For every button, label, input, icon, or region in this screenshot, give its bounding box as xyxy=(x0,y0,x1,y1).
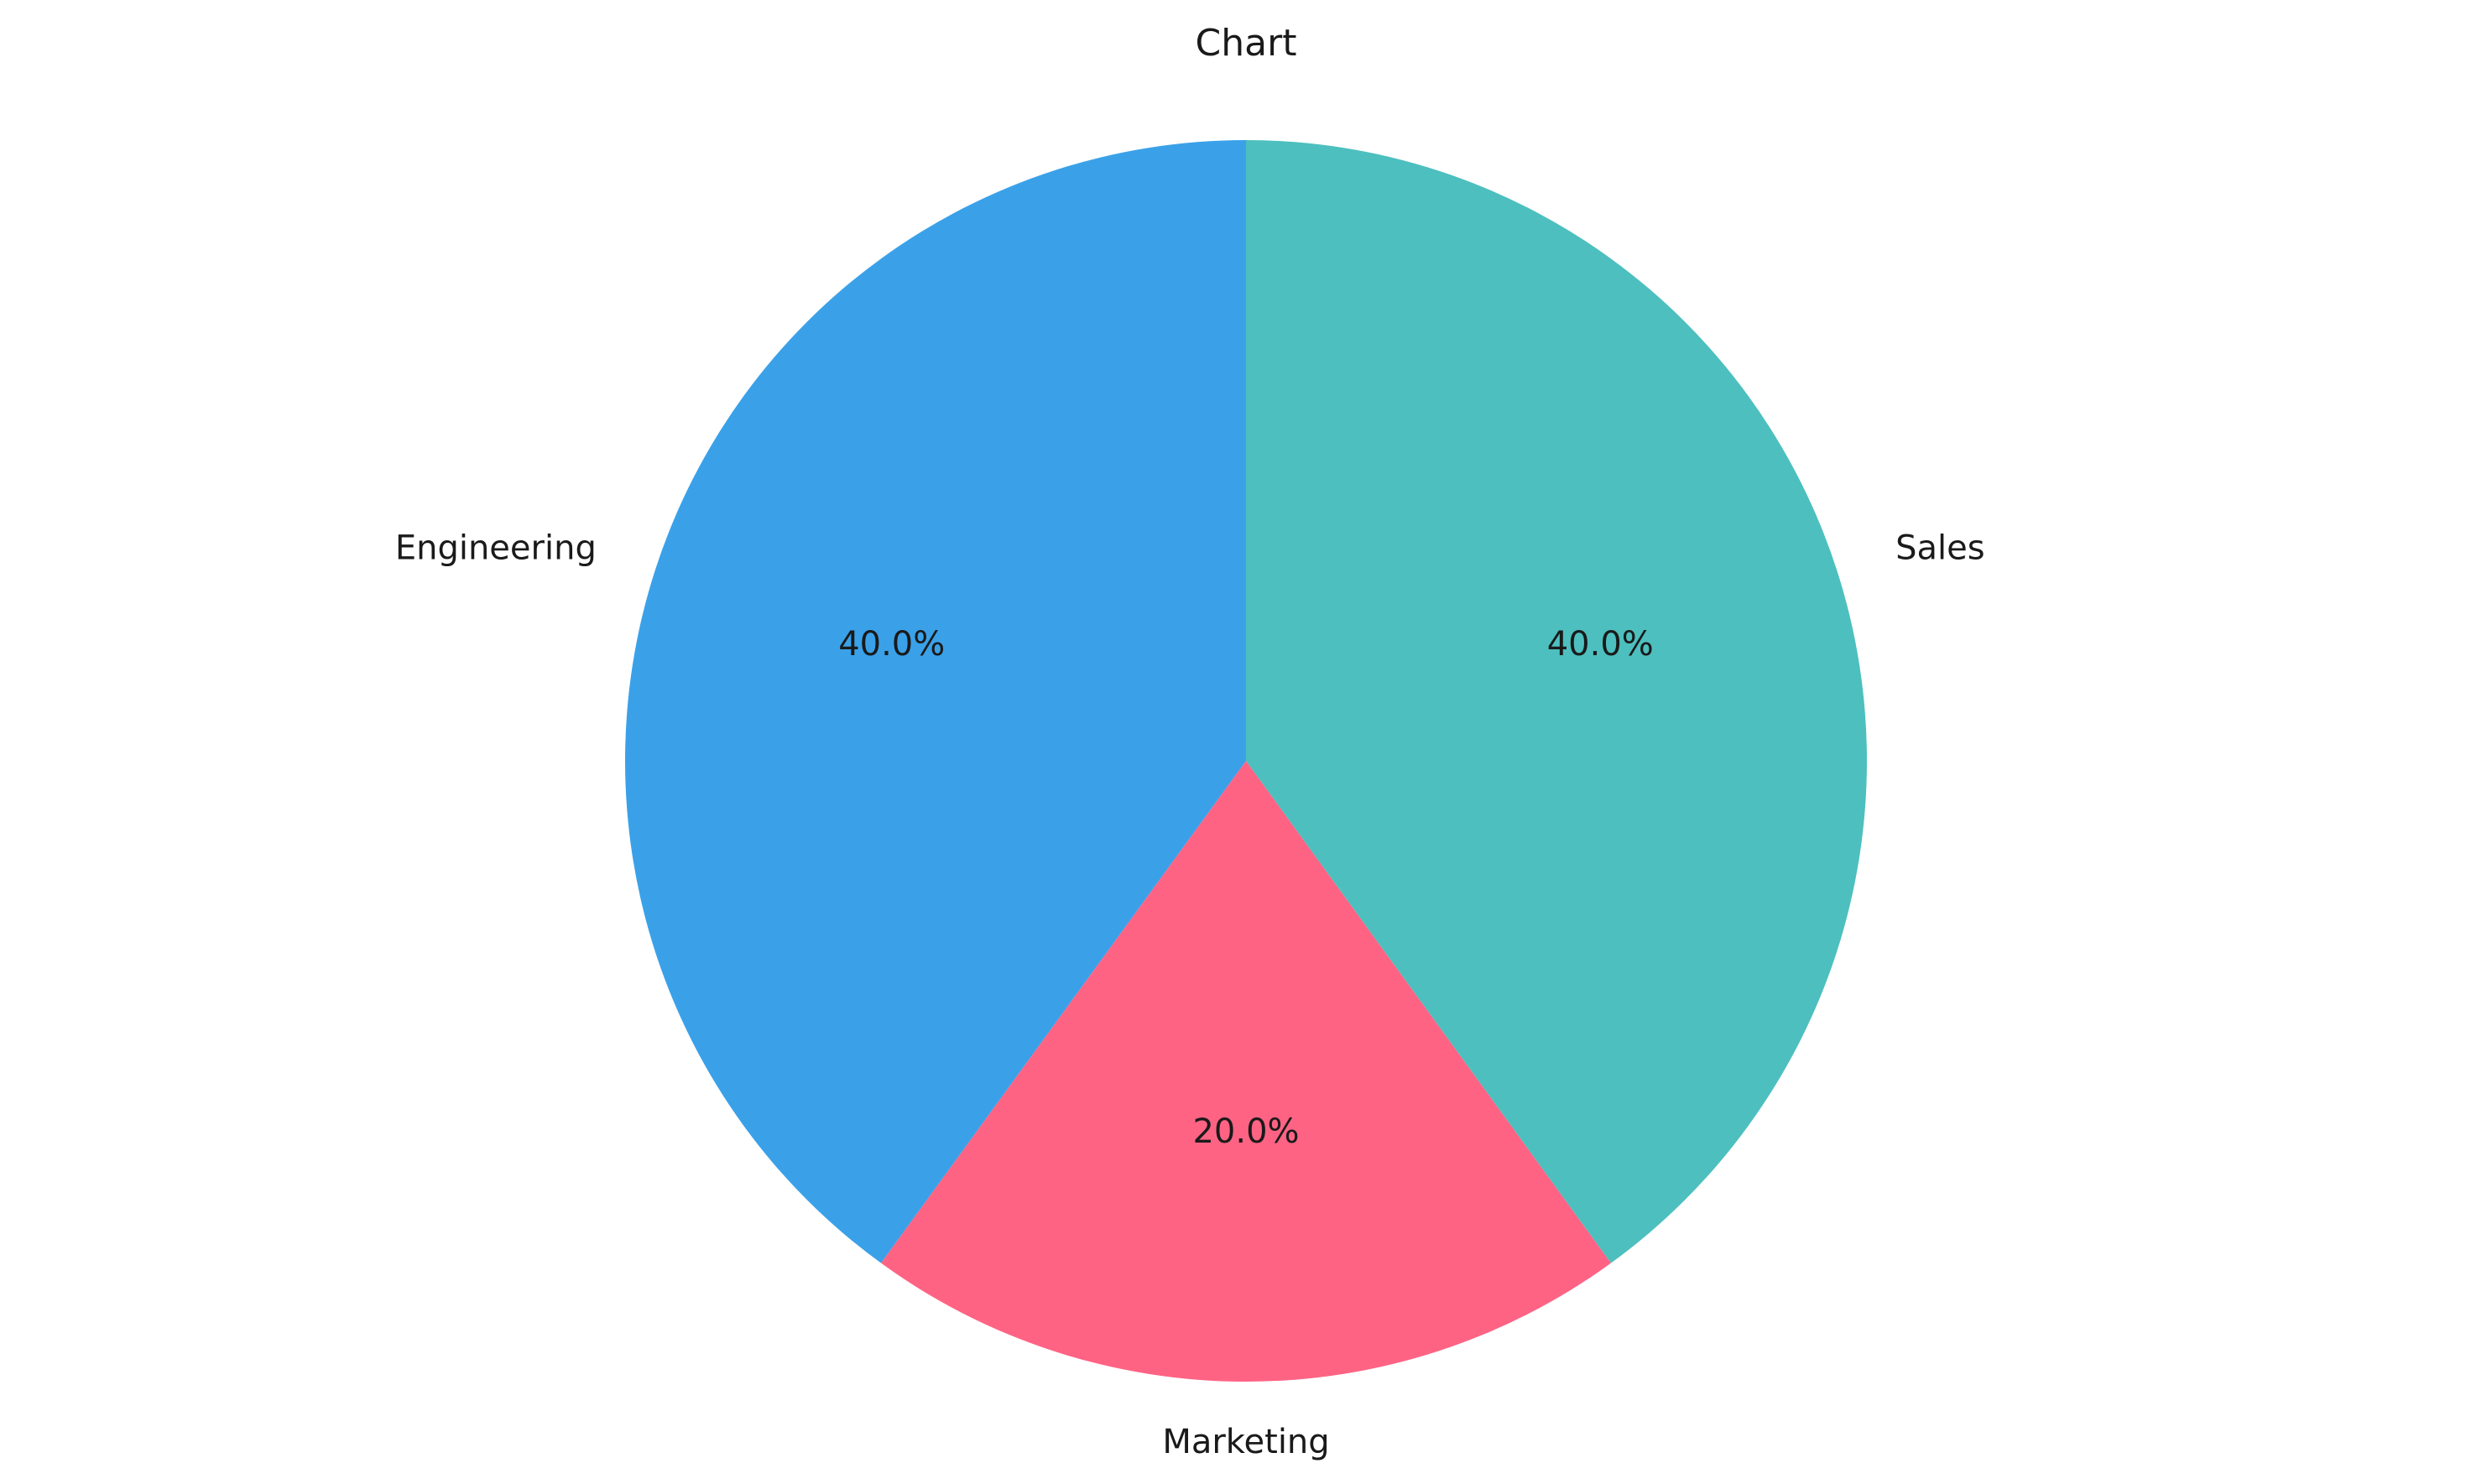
chart-title: Chart xyxy=(1196,22,1297,65)
pie-slice-sales xyxy=(1246,140,1867,1263)
pie-slices xyxy=(624,140,1867,1382)
percent-label-engineering: 40.0% xyxy=(838,625,945,664)
percent-label-sales: 40.0% xyxy=(1547,625,1654,664)
percent-label-marketing: 20.0% xyxy=(1192,1112,1299,1151)
slice-label-marketing: Marketing xyxy=(1162,1423,1329,1461)
pie-slice-engineering xyxy=(624,140,1246,1263)
pie-slice-marketing xyxy=(881,761,1611,1382)
pie-labels: Engineering 40.0% Marketing 20.0% Sales 40.0% xyxy=(395,529,1985,1461)
slice-label-sales: Sales xyxy=(1895,529,1984,567)
slice-label-engineering: Engineering xyxy=(395,529,597,567)
